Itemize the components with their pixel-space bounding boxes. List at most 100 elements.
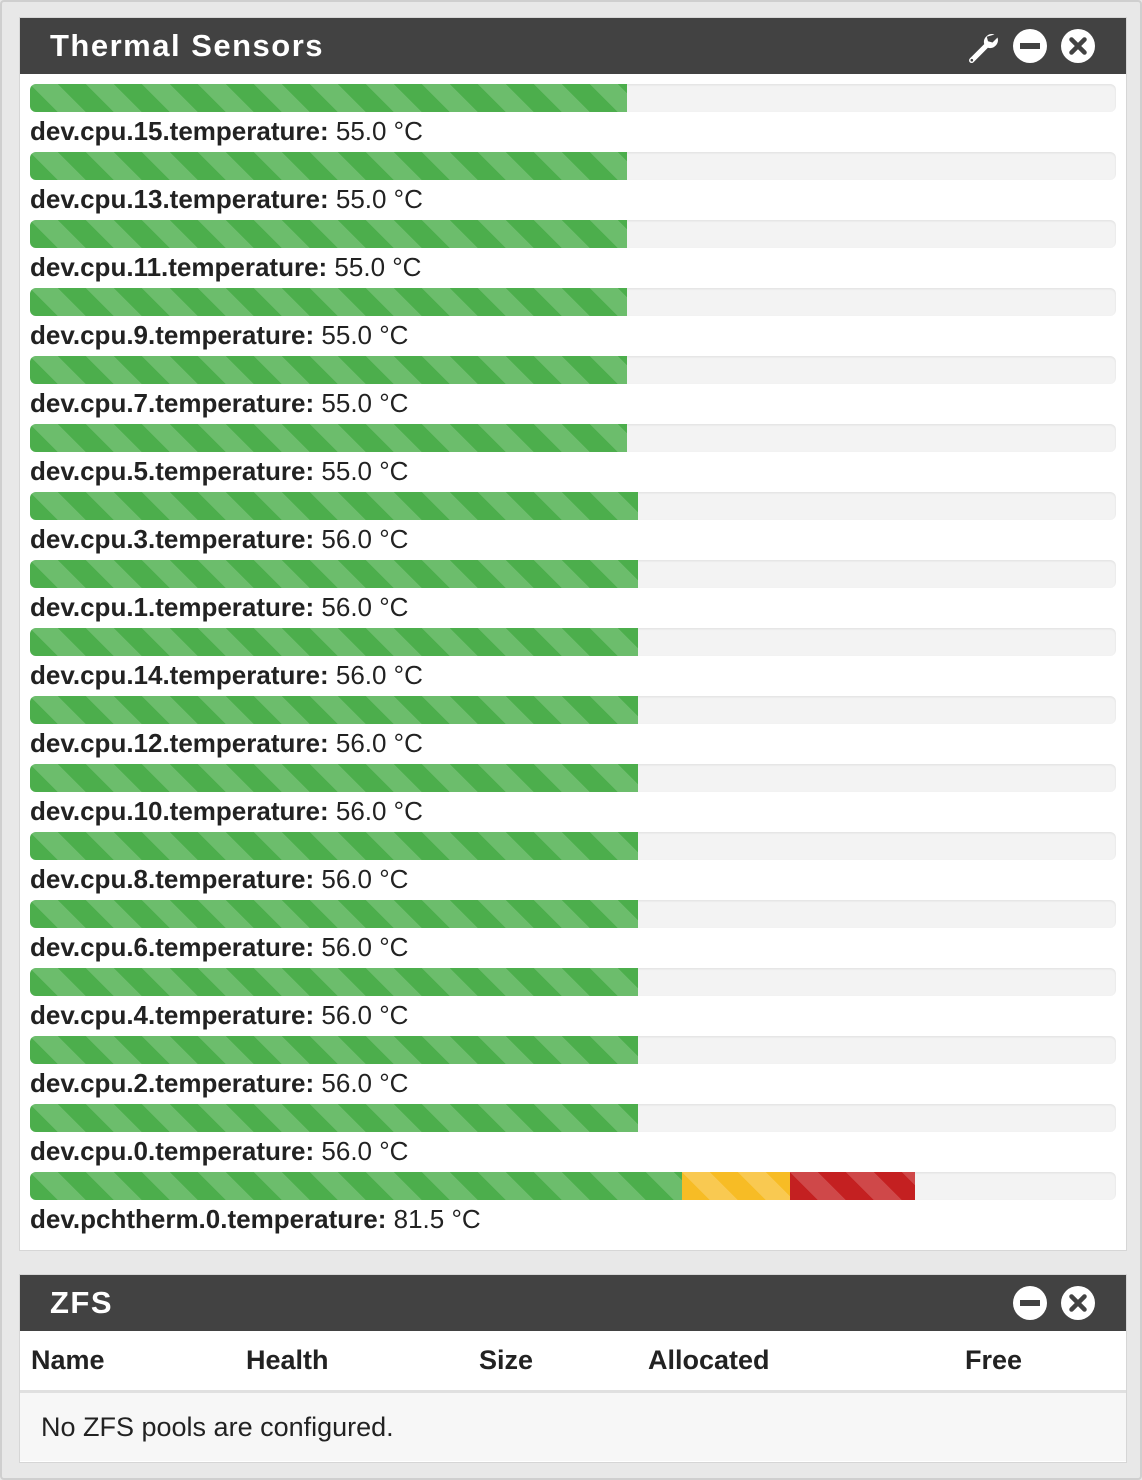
bar-segment-normal [30, 1036, 639, 1064]
sensor-name: dev.cpu.4.temperature: [30, 1000, 315, 1030]
sensor-label: dev.cpu.9.temperature: 55.0 °C [30, 316, 1116, 354]
sensor-value: 56.0 °C [321, 1068, 409, 1098]
sensor-value: 56.0 °C [335, 660, 423, 690]
bar-segment-normal [30, 424, 628, 452]
sensor-row: dev.cpu.3.temperature: 56.0 °C [30, 492, 1116, 560]
bar-segment-normal [30, 628, 639, 656]
sensor-row: dev.cpu.11.temperature: 55.0 °C [30, 220, 1116, 288]
sensor-value: 56.0 °C [321, 592, 409, 622]
sensor-value: 56.0 °C [321, 524, 409, 554]
sensor-label: dev.cpu.6.temperature: 56.0 °C [30, 928, 1116, 966]
sensor-label: dev.cpu.0.temperature: 56.0 °C [30, 1132, 1116, 1170]
temperature-progress-bar [30, 764, 1116, 792]
sensor-row: dev.cpu.12.temperature: 56.0 °C [30, 696, 1116, 764]
temperature-progress-bar [30, 84, 1116, 112]
sensor-label: dev.cpu.1.temperature: 56.0 °C [30, 588, 1116, 626]
sensor-value: 55.0 °C [321, 388, 409, 418]
bar-segment-warning [681, 1172, 791, 1200]
close-icon[interactable] [1060, 28, 1096, 64]
bar-segment-normal [30, 1172, 682, 1200]
thermal-sensors-panel: Thermal Sensors dev.cpu [19, 17, 1127, 1251]
column-allocated: Allocated [648, 1345, 770, 1375]
sensor-row: dev.cpu.14.temperature: 56.0 °C [30, 628, 1116, 696]
temperature-progress-bar [30, 220, 1116, 248]
sensor-name: dev.cpu.7.temperature: [30, 388, 315, 418]
panel-title: Thermal Sensors [50, 28, 325, 63]
column-health: Health [246, 1345, 329, 1375]
bar-segment-normal [30, 764, 639, 792]
sensor-name: dev.pchtherm.0.temperature: [30, 1204, 387, 1234]
bar-segment-normal [30, 356, 628, 384]
zfs-panel: ZFS Name Health Size Allocated Free No Z… [19, 1274, 1127, 1463]
sensor-label: dev.pchtherm.0.temperature: 81.5 °C [30, 1200, 1116, 1238]
minimize-icon[interactable] [1012, 1285, 1048, 1321]
temperature-progress-bar [30, 832, 1116, 860]
sensor-label: dev.cpu.3.temperature: 56.0 °C [30, 520, 1116, 558]
sensor-label: dev.cpu.10.temperature: 56.0 °C [30, 792, 1116, 830]
sensor-name: dev.cpu.1.temperature: [30, 592, 315, 622]
bar-segment-normal [30, 288, 628, 316]
sensor-row: dev.cpu.2.temperature: 56.0 °C [30, 1036, 1116, 1104]
sensor-row: dev.cpu.10.temperature: 56.0 °C [30, 764, 1116, 832]
sensor-name: dev.cpu.8.temperature: [30, 864, 315, 894]
sensor-name: dev.cpu.9.temperature: [30, 320, 315, 350]
bar-segment-normal [30, 84, 628, 112]
column-free: Free [965, 1345, 1023, 1375]
bar-segment-normal [30, 152, 628, 180]
sensor-name: dev.cpu.12.temperature: [30, 728, 329, 758]
sensor-label: dev.cpu.15.temperature: 55.0 °C [30, 112, 1116, 150]
panel-title: ZFS [50, 1285, 114, 1320]
sensor-value: 56.0 °C [321, 1136, 409, 1166]
temperature-progress-bar [30, 1036, 1116, 1064]
sensor-row: dev.cpu.9.temperature: 55.0 °C [30, 288, 1116, 356]
temperature-progress-bar [30, 424, 1116, 452]
wrench-icon[interactable] [964, 28, 1000, 64]
temperature-progress-bar [30, 696, 1116, 724]
sensor-label: dev.cpu.7.temperature: 55.0 °C [30, 384, 1116, 422]
bar-segment-critical [790, 1172, 916, 1200]
sensor-name: dev.cpu.6.temperature: [30, 932, 315, 962]
bar-segment-normal [30, 220, 628, 248]
bar-segment-normal [30, 696, 639, 724]
sensor-row: dev.cpu.1.temperature: 56.0 °C [30, 560, 1116, 628]
zfs-header: ZFS [20, 1275, 1126, 1331]
column-name: Name [31, 1345, 105, 1375]
sensor-row: dev.cpu.6.temperature: 56.0 °C [30, 900, 1116, 968]
sensor-name: dev.cpu.11.temperature: [30, 252, 328, 282]
column-size: Size [479, 1345, 534, 1375]
sensor-name: dev.cpu.14.temperature: [30, 660, 329, 690]
temperature-progress-bar [30, 492, 1116, 520]
sensor-label: dev.cpu.8.temperature: 56.0 °C [30, 860, 1116, 898]
sensor-row: dev.pchtherm.0.temperature: 81.5 °C [30, 1172, 1116, 1240]
bar-segment-normal [30, 832, 639, 860]
sensor-label: dev.cpu.11.temperature: 55.0 °C [30, 248, 1116, 286]
temperature-progress-bar [30, 152, 1116, 180]
sensor-value: 56.0 °C [321, 932, 409, 962]
bar-segment-normal [30, 560, 639, 588]
sensor-value: 56.0 °C [335, 796, 423, 826]
sensor-value: 56.0 °C [321, 864, 409, 894]
bar-segment-normal [30, 492, 639, 520]
sensor-value: 55.0 °C [335, 184, 423, 214]
bar-segment-normal [30, 900, 639, 928]
minimize-icon[interactable] [1012, 28, 1048, 64]
sensor-name: dev.cpu.0.temperature: [30, 1136, 315, 1166]
temperature-progress-bar [30, 356, 1116, 384]
sensor-value: 55.0 °C [321, 456, 409, 486]
sensor-value: 55.0 °C [334, 252, 422, 282]
close-icon[interactable] [1060, 1285, 1096, 1321]
sensor-name: dev.cpu.2.temperature: [30, 1068, 315, 1098]
bar-segment-normal [30, 968, 639, 996]
sensor-row: dev.cpu.8.temperature: 56.0 °C [30, 832, 1116, 900]
sensor-list: dev.cpu.15.temperature: 55.0 °C dev.cpu.1… [20, 74, 1126, 1240]
sensor-name: dev.cpu.10.temperature: [30, 796, 329, 826]
sensor-row: dev.cpu.7.temperature: 55.0 °C [30, 356, 1116, 424]
sensor-name: dev.cpu.13.temperature: [30, 184, 329, 214]
sensor-label: dev.cpu.4.temperature: 56.0 °C [30, 996, 1116, 1034]
sensor-name: dev.cpu.3.temperature: [30, 524, 315, 554]
sensor-row: dev.cpu.0.temperature: 56.0 °C [30, 1104, 1116, 1172]
temperature-progress-bar [30, 968, 1116, 996]
sensor-row: dev.cpu.15.temperature: 55.0 °C [30, 84, 1116, 152]
sensor-name: dev.cpu.15.temperature: [30, 116, 329, 146]
sensor-row: dev.cpu.13.temperature: 55.0 °C [30, 152, 1116, 220]
